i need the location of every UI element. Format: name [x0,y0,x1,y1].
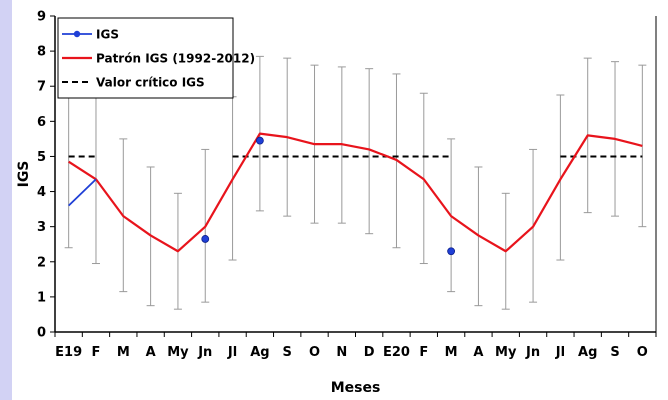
x-tick-label: Ag [578,345,597,360]
x-tick-label: My [167,345,189,360]
x-tick-label: F [419,345,428,360]
x-tick-label: D [364,345,375,360]
y-axis-label: IGS [16,161,32,188]
x-tick-label: My [495,345,517,360]
y-tick-label: 7 [37,80,46,95]
side-strip [0,0,12,400]
legend-label-igs: IGS [96,28,119,42]
x-tick-label: S [283,345,292,360]
x-tick-label: O [637,345,648,360]
igs-series-line [68,178,97,207]
y-tick-label: 9 [37,10,46,25]
y-tick-label: 6 [37,115,46,130]
x-tick-label: A [473,345,483,360]
x-axis-label: Meses [331,380,381,396]
y-tick-label: 5 [37,150,46,165]
x-tick-label: M [445,345,458,360]
x-tick-label: Ag [250,345,269,360]
legend-label-pattern: Patrón IGS (1992-2012) [96,52,255,66]
legend: IGS Patrón IGS (1992-2012) Valor crítico… [57,17,255,99]
igs-point [255,136,264,145]
x-tick-label: Jn [525,345,540,360]
igs-point [447,247,456,256]
pattern-series-line [68,132,643,253]
y-tick-label: 3 [37,220,46,235]
x-tick-label: E19 [55,345,82,360]
igs-point [201,235,210,243]
x-tick-label: F [92,345,101,360]
y-tick-label: 4 [37,185,46,200]
legend-marker-igs [73,30,81,38]
x-tick-label: A [146,345,156,360]
y-tick-label: 2 [37,255,46,270]
legend-label-critical: Valor crítico IGS [96,76,205,90]
x-tick-label: Jn [197,345,212,360]
x-tick-label: E20 [383,345,410,360]
y-tick-label: 1 [37,290,46,305]
x-tick-label: Jl [227,345,237,360]
y-tick-label: 8 [37,45,46,60]
x-tick-label: Jl [555,345,565,360]
x-tick-label: N [336,345,347,360]
y-tick-label: 0 [37,326,46,341]
x-tick-label: S [610,345,619,360]
x-tick-label: M [117,345,130,360]
x-tick-label: O [309,345,320,360]
